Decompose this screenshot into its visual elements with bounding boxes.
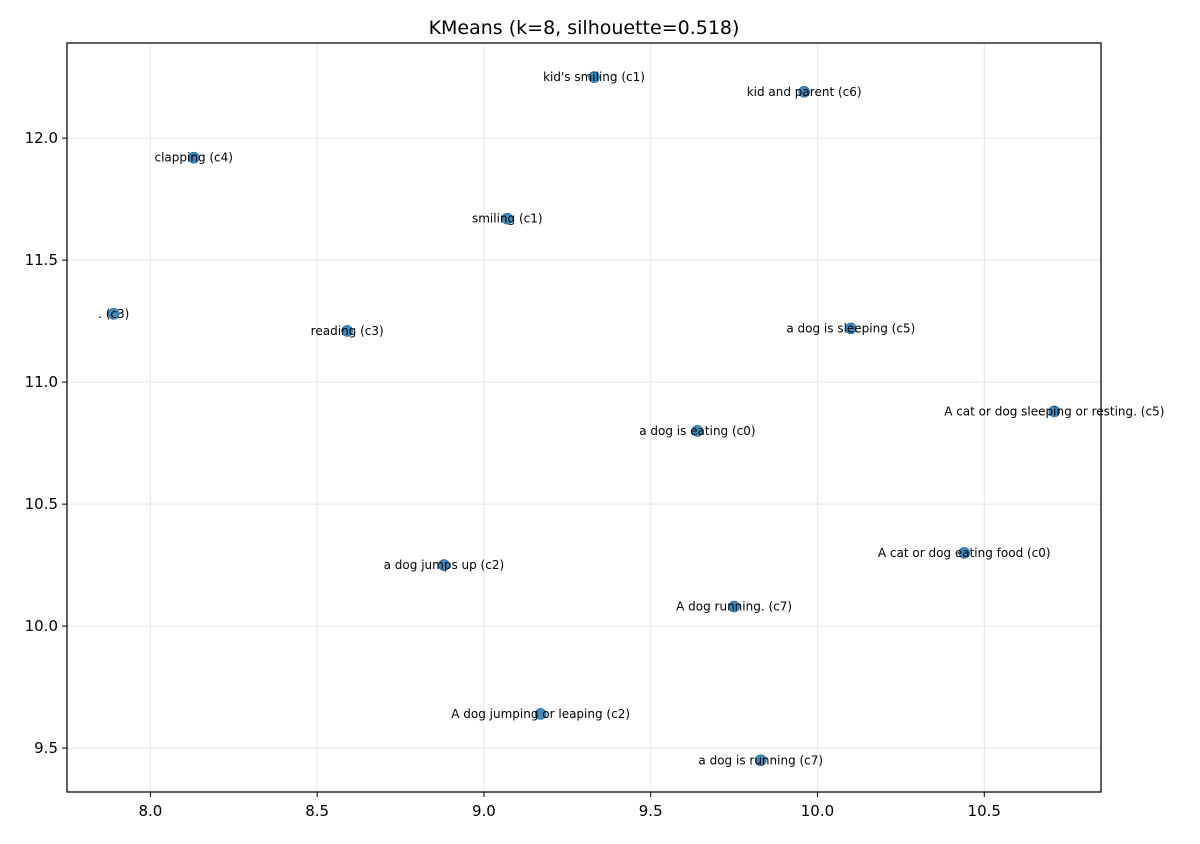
data-point-label: a dog is eating (c0) <box>639 424 755 438</box>
y-tick-label: 10.5 <box>25 495 58 513</box>
y-tick-label: 11.0 <box>25 373 58 391</box>
data-point <box>1048 405 1061 418</box>
y-tick-label: 9.5 <box>34 739 58 757</box>
data-point <box>534 708 547 720</box>
x-tick-label: 10.5 <box>968 802 1001 820</box>
data-point <box>754 754 767 767</box>
data-point-label: kid's smiling (c1) <box>543 70 645 84</box>
data-point-label: A cat or dog sleeping or resting. (c5) <box>944 404 1164 418</box>
data-point <box>187 151 200 164</box>
data-point-label: A dog running. (c7) <box>676 600 792 614</box>
data-point-label: reading (c3) <box>311 324 384 338</box>
y-tick-label: 10.0 <box>25 617 58 635</box>
data-point <box>107 308 120 320</box>
data-point-label: A cat or dog eating food (c0) <box>878 546 1051 560</box>
data-point <box>798 85 810 98</box>
data-point-label: a dog jumps up (c2) <box>384 558 505 572</box>
axes: 8.0 8.5 9.0 9.5 10.0 10.5 9.5 10.0 10.5 11.0 11.5 1… <box>25 129 1001 820</box>
data-point-label: clapping (c4) <box>154 151 233 165</box>
plot-frame <box>66 42 1102 793</box>
data-point <box>501 212 514 225</box>
data-point <box>438 559 450 571</box>
data-point-label: smiling (c1) <box>472 212 543 226</box>
point-labels: kid's smiling (c1) kid and parent (c6) cla… <box>98 70 1164 767</box>
data-point <box>728 600 740 613</box>
data-point <box>691 425 704 437</box>
data-point <box>958 547 971 559</box>
y-tick-label: 11.5 <box>25 251 58 269</box>
data-points <box>107 71 1061 767</box>
chart-title: KMeans (k=8, silhouette=0.518) <box>429 17 740 39</box>
data-point-label: . (c3) <box>98 307 129 321</box>
x-tick-label: 9.5 <box>639 802 663 820</box>
data-point-label: A dog jumping or leaping (c2) <box>451 707 630 721</box>
grid-lines <box>67 43 1101 792</box>
data-point-label: a dog is running (c7) <box>698 753 823 767</box>
x-tick-label: 9.0 <box>472 802 496 820</box>
data-point-label: kid and parent (c6) <box>747 85 862 99</box>
x-tick-label: 10.0 <box>801 802 834 820</box>
data-point <box>588 71 600 83</box>
y-tick-label: 12.0 <box>25 129 58 147</box>
x-tick-label: 8.0 <box>138 802 162 820</box>
data-point <box>845 322 857 335</box>
data-point-label: a dog is sleeping (c5) <box>786 321 915 335</box>
x-tick-label: 8.5 <box>305 802 329 820</box>
data-point <box>341 325 353 337</box>
